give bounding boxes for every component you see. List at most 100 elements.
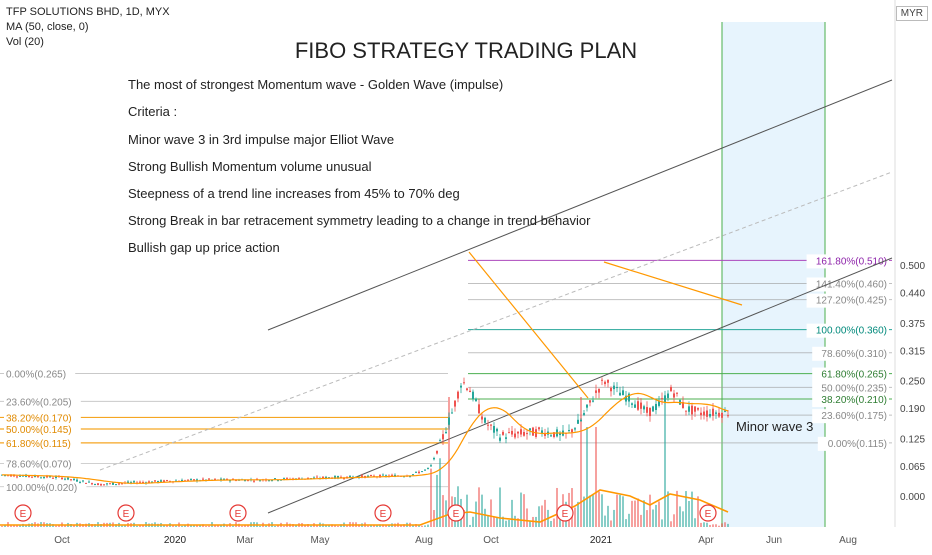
candle-body: [676, 392, 678, 394]
volume-bar: [688, 501, 690, 527]
candle-body: [325, 476, 327, 479]
candle-body: [154, 480, 156, 482]
candle-body: [271, 480, 273, 482]
candle-body: [661, 398, 663, 400]
volume-bar: [598, 491, 600, 527]
volume-bar: [613, 509, 615, 527]
volume-bar: [595, 427, 597, 527]
volume-bar: [691, 491, 693, 527]
volume-bar: [481, 494, 483, 527]
volume-bar: [388, 525, 390, 527]
time-tick-label: Aug: [839, 535, 857, 546]
criteria-line: Strong Bullish Momentum volume unusual: [128, 159, 372, 174]
volume-bar: [475, 501, 477, 527]
volume-bar: [445, 500, 447, 527]
volume-bar: [484, 508, 486, 527]
candle-body: [454, 400, 456, 407]
candle-body: [46, 475, 48, 478]
candle-body: [526, 433, 528, 435]
candle-body: [55, 476, 57, 478]
candle-body: [202, 478, 204, 480]
fib-right-label-bg: [806, 277, 889, 292]
candle-body: [190, 478, 192, 480]
volume-bar: [232, 525, 234, 527]
volume-bars: [1, 397, 729, 527]
candle-body: [163, 480, 165, 483]
candle-body: [442, 434, 444, 440]
candle-body: [571, 429, 573, 433]
volume-bar: [436, 474, 438, 527]
candle-body: [490, 424, 492, 426]
time-axis: Oct 2020 Mar May Aug Oct 2021 Apr Jun Aug: [54, 535, 857, 546]
projection-box: [722, 22, 825, 527]
candle-body: [667, 393, 669, 398]
candle-body: [181, 479, 183, 482]
candle-body: [550, 435, 552, 437]
candle-body: [97, 483, 99, 486]
event-marker-label: E: [380, 509, 387, 520]
candle-body: [481, 416, 483, 420]
event-marker-label: E: [453, 509, 460, 520]
candle-body: [367, 475, 369, 477]
candle-body: [421, 471, 423, 473]
volume-bar: [604, 515, 606, 527]
criteria-line: Criteria :: [128, 104, 178, 119]
candle-body: [49, 476, 51, 478]
candle-body: [715, 412, 717, 414]
candle-body: [208, 478, 210, 480]
chart-title: FIBO STRATEGY TRADING PLAN: [294, 38, 638, 63]
fib-left-label: 0.00%(0.265): [6, 370, 66, 381]
currency-badge[interactable]: MYR: [895, 6, 928, 21]
candle-body: [721, 413, 723, 418]
volume-bar: [523, 494, 525, 527]
candle-body: [502, 431, 504, 435]
candle-body: [670, 386, 672, 392]
candle-body: [349, 475, 351, 478]
candle-body: [613, 385, 615, 390]
candle-body: [700, 412, 702, 416]
ma-legend: MA (50, close, 0): [6, 21, 89, 33]
volume-bar: [667, 491, 669, 527]
volume-bar: [16, 524, 18, 527]
candle-body: [328, 477, 330, 479]
time-tick-label: Apr: [698, 535, 714, 546]
candle-body: [436, 450, 438, 454]
candle-body: [79, 481, 81, 483]
volume-bar: [142, 525, 144, 527]
fib-left-label-bg: [4, 423, 81, 438]
candle-body: [472, 391, 474, 399]
volume-bar: [373, 524, 375, 527]
volume-bar: [181, 525, 183, 527]
candle-body: [727, 415, 729, 417]
volume-legend: Vol (20): [6, 36, 44, 48]
candle-body: [115, 484, 117, 486]
volume-bar: [637, 498, 639, 527]
candle-body: [88, 481, 90, 483]
volume-bar: [166, 524, 168, 527]
volume-bar: [580, 397, 582, 527]
candle-body: [94, 483, 96, 485]
candle-body: [193, 479, 195, 481]
volume-bar: [13, 525, 15, 527]
candle-body: [22, 475, 24, 477]
candle-body: [511, 430, 513, 435]
candle-body: [499, 437, 501, 441]
volume-bar: [172, 525, 174, 527]
candle-body: [373, 475, 375, 477]
channel-lower-line: [267, 257, 893, 514]
price-tick-label: 0.190: [900, 404, 925, 415]
event-marker-icon: [699, 504, 717, 522]
candle-body: [253, 480, 255, 482]
volume-bar: [163, 525, 165, 527]
candle-body: [148, 481, 150, 483]
fib-right-label: 0.00%(0.115): [828, 439, 887, 450]
volume-bar: [640, 514, 642, 527]
volume-bar: [10, 525, 12, 527]
fib-left-label: 61.80%(0.115): [6, 439, 71, 450]
candle-body: [718, 412, 720, 417]
candle-body: [106, 483, 108, 485]
volume-bar: [718, 525, 720, 527]
fib-left-label-bg: [4, 367, 76, 382]
